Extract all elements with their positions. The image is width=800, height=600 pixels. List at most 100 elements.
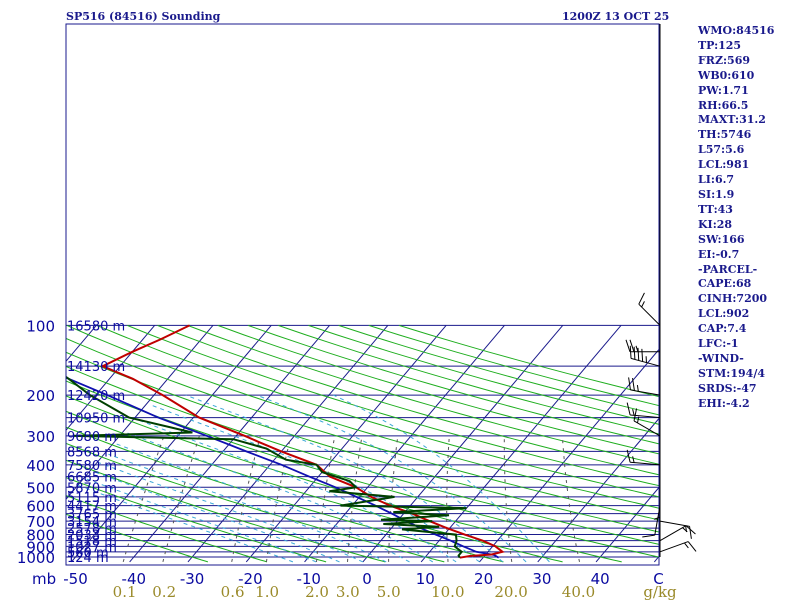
temperature-tick-label: 30 <box>532 570 551 588</box>
wind-barb <box>626 449 661 466</box>
mixing-ratio-tick-label: 1.0 <box>255 583 279 600</box>
parcel-trace <box>66 376 500 559</box>
index-item: EHI:-4.2 <box>698 396 750 410</box>
mixing-ratio-tick-label: 40.0 <box>562 583 595 600</box>
wind-barb-flag <box>626 449 631 463</box>
dry-adiabat-line <box>157 324 659 476</box>
height-label: 6685 m <box>67 471 117 486</box>
wind-barb-shaft <box>659 541 689 553</box>
height-label: 16580 m <box>67 319 125 334</box>
height-label: 1027 m <box>67 540 117 555</box>
mixing-ratio-line <box>122 435 165 563</box>
isotherm-line <box>420 325 622 563</box>
indices-panel: WMO:84516 TP:125 FRZ:569 WB0:610 PW:1.71 RH:6… <box>698 24 774 412</box>
wind-barb-shaft <box>633 420 661 437</box>
dry-adiabat-line <box>217 324 659 455</box>
wind-barb-flag <box>632 378 635 391</box>
mixing-ratio-tick-label: 5.0 <box>377 583 401 600</box>
height-label: 1518 m <box>67 535 117 550</box>
mixing-ratio-tick-label: g/kg <box>643 583 677 600</box>
dry-adiabat-line <box>96 324 659 498</box>
mixing-ratio-tick-label: 2.0 <box>305 583 329 600</box>
height-label: 5115 m <box>67 491 117 506</box>
index-item: STM:194/4 <box>698 366 765 380</box>
index-item: KI:28 <box>698 217 733 231</box>
index-item: CAPE:68 <box>698 277 752 291</box>
wind-barb-flag <box>625 339 631 352</box>
wind-barb-flag <box>629 339 635 352</box>
pressure-label: 100 <box>26 317 55 335</box>
temperature-tick-label: 20 <box>474 570 493 588</box>
index-item: -PARCEL- <box>698 262 758 276</box>
temperature-tick-label: -10 <box>296 570 321 588</box>
temperature-tick-label: 40 <box>591 570 610 588</box>
mixing-ratio-tick-label: 10.0 <box>431 583 464 600</box>
index-item: FRZ:569 <box>698 53 751 67</box>
dry-adiabat-line <box>66 426 504 563</box>
wind-barb <box>642 505 661 538</box>
wind-barb-half-flag <box>636 384 639 392</box>
isotherm-line <box>187 325 389 563</box>
pressure-label: 600 <box>26 498 55 516</box>
temperature-tick-label: 0 <box>362 570 372 588</box>
index-item: SI:1.9 <box>698 187 735 201</box>
dewpoint-trace <box>66 375 467 559</box>
wind-barb-shaft <box>659 520 690 527</box>
pressure-label: 200 <box>26 387 55 405</box>
dry-adiabat-line <box>308 324 659 425</box>
wind-barb-flag <box>638 292 645 305</box>
isotherm-line <box>537 417 659 563</box>
height-label: 560 m <box>67 546 109 561</box>
wind-barb <box>628 377 661 396</box>
dry-adiabat-line <box>127 324 659 487</box>
height-label: 5870 m <box>67 481 117 496</box>
wind-barb-half-flag <box>636 416 640 424</box>
pressure-label: 800 <box>26 527 55 545</box>
moist-adiabat-line <box>150 404 480 563</box>
observation-time: 1200Z 13 OCT 25 <box>562 10 670 23</box>
moist-adiabat-line <box>91 470 340 563</box>
wind-barb <box>659 520 692 539</box>
chart-title: SP516 (84516) Sounding <box>66 10 221 23</box>
wind-barb-half-flag <box>682 527 688 533</box>
mixing-ratio-line <box>503 435 513 562</box>
wind-barb-shaft <box>638 303 661 326</box>
index-item: -WIND- <box>698 351 744 365</box>
mixing-ratio-line <box>388 435 399 562</box>
moist-adiabat-line <box>97 461 364 563</box>
height-label: 124 m <box>67 551 109 566</box>
index-item: L57:5.6 <box>698 143 745 157</box>
wind-barb-shaft <box>630 461 661 466</box>
height-label: 12420 m <box>67 389 125 404</box>
wind-barb <box>625 339 660 353</box>
dry-adiabat-line <box>66 495 268 563</box>
dry-adiabat-line <box>66 324 659 509</box>
pressure-label: 300 <box>26 428 55 446</box>
wind-barb-flag <box>629 345 632 359</box>
wind-barb-half-flag <box>684 542 689 549</box>
index-item: LFC:-1 <box>698 337 739 351</box>
height-label: 4417 m <box>67 500 117 515</box>
index-item: TT:43 <box>698 202 733 216</box>
dry-adiabat-line <box>66 351 659 533</box>
isotherm-line <box>129 325 330 563</box>
height-label: 3765 m <box>67 508 117 523</box>
wind-barb-half-flag <box>632 409 635 416</box>
height-label: 3154 m <box>67 515 117 530</box>
plot-area <box>66 324 659 563</box>
wind-barb-half-flag <box>641 301 645 308</box>
dry-adiabat-line <box>278 324 659 435</box>
temperature-tick-label: C <box>653 570 663 588</box>
height-label: 9680 m <box>67 430 117 445</box>
dry-adiabat-line <box>66 513 209 563</box>
height-label: 7580 m <box>67 459 117 474</box>
index-item: LI:6.7 <box>698 173 735 187</box>
wind-barb <box>629 345 661 367</box>
wind-barb-flag <box>687 541 697 552</box>
isotherm-line <box>70 325 272 563</box>
mixing-ratio-tick-label: 0.2 <box>152 583 176 600</box>
moist-adiabat-line <box>256 394 527 563</box>
index-item: WMO:84516 <box>698 24 775 37</box>
height-label: 14130 m <box>67 360 125 375</box>
